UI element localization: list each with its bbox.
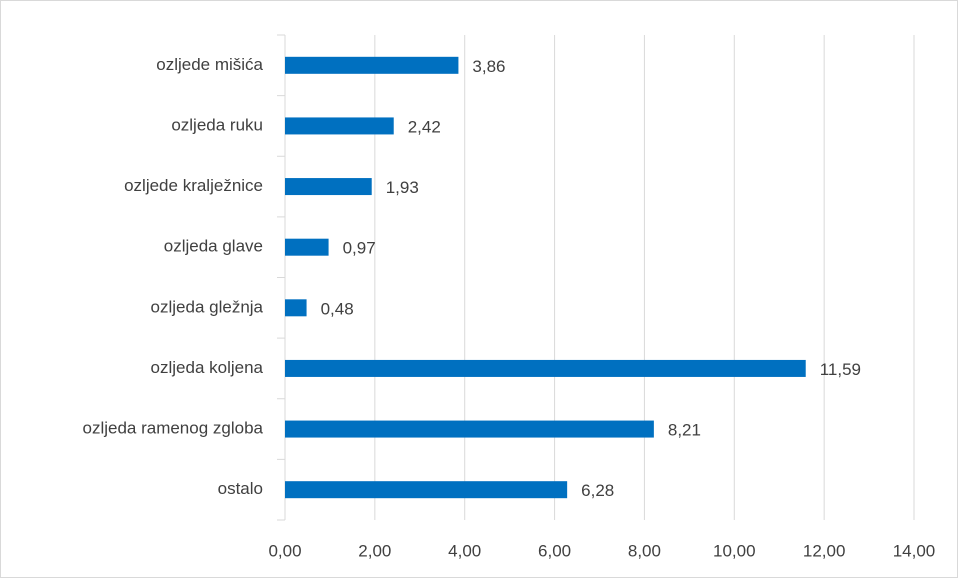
x-tick-label: 2,00 [358, 541, 391, 560]
bar [285, 178, 372, 196]
y-tick-label: ozljeda ruku [171, 115, 263, 134]
x-tick-label: 4,00 [448, 541, 481, 560]
value-label: 3,86 [472, 57, 505, 76]
value-label: 11,59 [820, 360, 861, 379]
x-tick-label: 14,00 [893, 541, 936, 560]
bar [285, 117, 394, 135]
value-label: 6,28 [581, 481, 614, 500]
bar [285, 359, 806, 377]
bar [285, 299, 307, 317]
y-tick-label: ozljede mišića [156, 55, 263, 74]
y-tick-label: ozljeda gležnja [151, 297, 264, 316]
x-tick-label: 12,00 [803, 541, 846, 560]
bar [285, 56, 459, 74]
x-tick-label: 6,00 [538, 541, 571, 560]
bar [285, 481, 568, 499]
value-label: 0,97 [343, 239, 376, 258]
y-tick-label: ostalo [218, 479, 263, 498]
value-label: 0,48 [321, 299, 354, 318]
x-tick-label: 10,00 [713, 541, 756, 560]
y-tick-label: ozljeda koljena [151, 358, 264, 377]
bar [285, 420, 654, 438]
x-tick-label: 8,00 [628, 541, 661, 560]
y-tick-label: ozljeda glave [164, 237, 263, 256]
value-label: 2,42 [408, 117, 441, 136]
value-label: 8,21 [668, 421, 701, 440]
bar [285, 238, 329, 256]
value-label: 1,93 [386, 178, 419, 197]
y-tick-label: ozljeda ramenog zgloba [82, 419, 263, 438]
x-tick-label: 0,00 [268, 541, 301, 560]
y-tick-label: ozljede kralježnice [124, 176, 263, 195]
